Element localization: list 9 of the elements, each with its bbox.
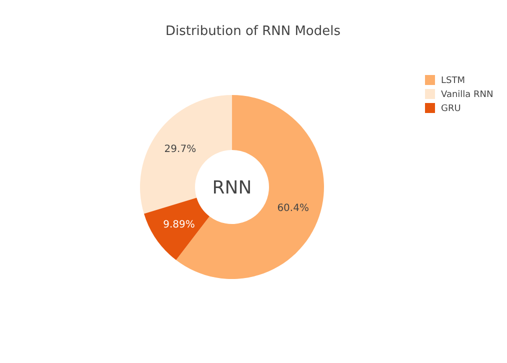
data-label: 60.4% bbox=[277, 203, 309, 214]
chart-title: Distribution of RNN Models bbox=[165, 24, 341, 39]
text: RNN bbox=[212, 177, 252, 198]
legend-label: LSTM bbox=[441, 76, 465, 86]
legend-label: Vanilla RNN bbox=[441, 90, 494, 100]
data-label: 29.7% bbox=[164, 144, 196, 156]
legend-label: GRU bbox=[441, 104, 461, 114]
donut-slice bbox=[144, 198, 210, 260]
data-label: 9.89% bbox=[163, 219, 195, 230]
